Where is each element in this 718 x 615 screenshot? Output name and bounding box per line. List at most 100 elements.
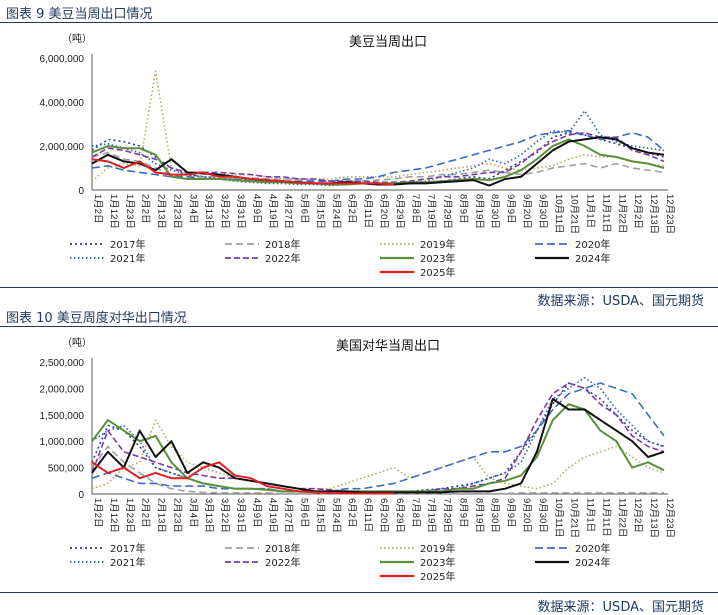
legend-label: 2022年: [265, 556, 300, 569]
x-tick-label: 2月23日: [171, 194, 182, 229]
figure-9-bottom-rule: [0, 287, 718, 288]
series-line-2025年: [91, 158, 394, 186]
x-tick-label: 4月19日: [267, 498, 278, 533]
x-tick-label: 11月11日: [600, 194, 611, 233]
legend-label: 2024年: [575, 252, 610, 265]
x-tick-label: 4月9日: [251, 498, 262, 528]
x-tick-label: 9月9日: [505, 498, 516, 528]
x-tick-label: 7月8日: [410, 498, 421, 528]
x-tick-label: 1月2日: [92, 498, 103, 528]
x-tick-label: 7月8日: [410, 194, 421, 224]
x-tick-label: 2月13日: [156, 194, 167, 229]
x-tick-label: 8月19日: [473, 498, 484, 533]
y-unit-label: （吨）: [62, 32, 92, 45]
x-tick-label: 10月21日: [569, 194, 580, 234]
chart-title: 美国对华当周出口: [336, 339, 440, 354]
series-line-2024年: [91, 136, 665, 187]
x-tick-label: 4月9日: [251, 194, 262, 224]
x-tick-label: 3月4日: [187, 194, 198, 224]
x-tick-label: 4月19日: [267, 194, 278, 229]
x-tick-label: 3月31日: [235, 194, 246, 229]
x-tick-label: 10月11日: [553, 194, 564, 233]
series-line-2017年: [91, 382, 665, 494]
x-tick-label: 11月11日: [600, 498, 611, 537]
series-line-2019年: [91, 70, 665, 182]
x-tick-label: 8月9日: [457, 194, 468, 224]
legend-label: 2025年: [420, 570, 455, 583]
legend-label: 2021年: [110, 252, 145, 265]
legend-label: 2021年: [110, 556, 145, 569]
x-tick-label: 2月2日: [140, 194, 151, 224]
figure-10-top-rule: [0, 326, 718, 327]
chart-us-soybean-weekly-exports: 美豆当周出口 （吨） 6,000,000 4,000,000 2,000,000 0 1月2…: [40, 32, 676, 279]
legend-label: 2019年: [420, 542, 455, 555]
x-tick-label: 6月11日: [362, 194, 373, 228]
series-line-2023年: [91, 138, 665, 186]
legend-label: 2017年: [110, 542, 145, 555]
legend-label: 2025年: [420, 266, 455, 279]
x-tick-label: 4月27日: [283, 498, 294, 533]
series-line-2019年: [91, 419, 665, 490]
x-tick-label: 5月15日: [314, 194, 325, 229]
y-tick-label: 2,000,000: [40, 142, 85, 153]
x-tick-label: 1月2日: [92, 194, 103, 224]
x-tick-label: 5月6日: [299, 194, 310, 224]
x-tick-label: 11月1日: [585, 194, 596, 228]
x-tick-label: 3月13日: [203, 498, 214, 533]
x-tick-label: 9月30日: [537, 498, 548, 533]
legend-label: 2022年: [265, 252, 300, 265]
legend-label: 2020年: [575, 238, 610, 251]
x-tick-label: 2月23日: [171, 498, 182, 533]
x-tick-label: 3月31日: [235, 498, 246, 533]
x-tick-label: 5月24日: [330, 194, 341, 229]
figure-9-top-rule: [0, 22, 718, 23]
x-tick-label: 8月19日: [473, 194, 484, 229]
x-tick-label: 9月20日: [521, 498, 532, 533]
legend-label: 2020年: [575, 542, 610, 555]
x-tick-label: 5月15日: [314, 498, 325, 533]
series-line-2021年: [91, 376, 665, 493]
x-tick-label: 12月23日: [664, 498, 675, 538]
x-tick-label: 4月27日: [283, 194, 294, 229]
x-tick-label: 5月6日: [299, 498, 310, 528]
x-tick-label: 5月24日: [330, 498, 341, 533]
series-line-2024年: [91, 398, 665, 494]
figure-9-source: 数据来源：USDA、国元期货: [537, 294, 704, 309]
x-tick-label: 6月2日: [346, 498, 357, 528]
x-tick-label: 11月1日: [585, 498, 596, 532]
x-tick-label: 6月29日: [394, 194, 405, 229]
x-tick-label: 6月20日: [378, 498, 389, 533]
figure-9-title: 图表 9 美豆当周出口情况: [6, 7, 153, 22]
x-tick-label: 8月9日: [457, 498, 468, 528]
x-tick-label: 9月9日: [505, 194, 516, 224]
series-line-2020年: [91, 129, 665, 182]
x-tick-label: 12月23日: [664, 194, 675, 234]
x-tick-label: 3月22日: [219, 498, 230, 533]
x-tick-label: 11月22日: [616, 498, 627, 537]
x-tick-label: 7月29日: [442, 194, 453, 229]
x-tick-label: 3月22日: [219, 194, 230, 229]
x-tick-label: 9月20日: [521, 194, 532, 229]
y-tick-label: 0: [78, 186, 84, 197]
x-tick-label: 1月12日: [108, 498, 119, 533]
legend-label: 2017年: [110, 238, 145, 251]
legend-label: 2018年: [265, 238, 300, 251]
chart-title: 美豆当周出口: [349, 35, 427, 50]
series-line-2020年: [91, 382, 665, 493]
x-tick-label: 8月30日: [489, 498, 500, 533]
x-tick-label: 7月19日: [426, 194, 437, 229]
x-tick-label: 6月11日: [362, 498, 373, 532]
y-tick-label: 500,000: [48, 464, 85, 475]
x-tick-label: 6月20日: [378, 194, 389, 229]
x-tick-label: 12月2日: [632, 194, 643, 229]
x-tick-label: 3月13日: [203, 194, 214, 229]
x-tick-label: 10月21日: [569, 498, 580, 538]
legend-label: 2023年: [420, 556, 455, 569]
x-tick-label: 12月13日: [648, 194, 659, 234]
x-tick-label: 3月4日: [187, 498, 198, 528]
x-tick-label: 2月2日: [140, 498, 151, 528]
y-tick-label: 1,000,000: [40, 437, 85, 448]
y-tick-label: 2,500,000: [40, 358, 85, 369]
x-tick-label: 8月30日: [489, 194, 500, 229]
x-tick-label: 1月23日: [124, 194, 135, 229]
